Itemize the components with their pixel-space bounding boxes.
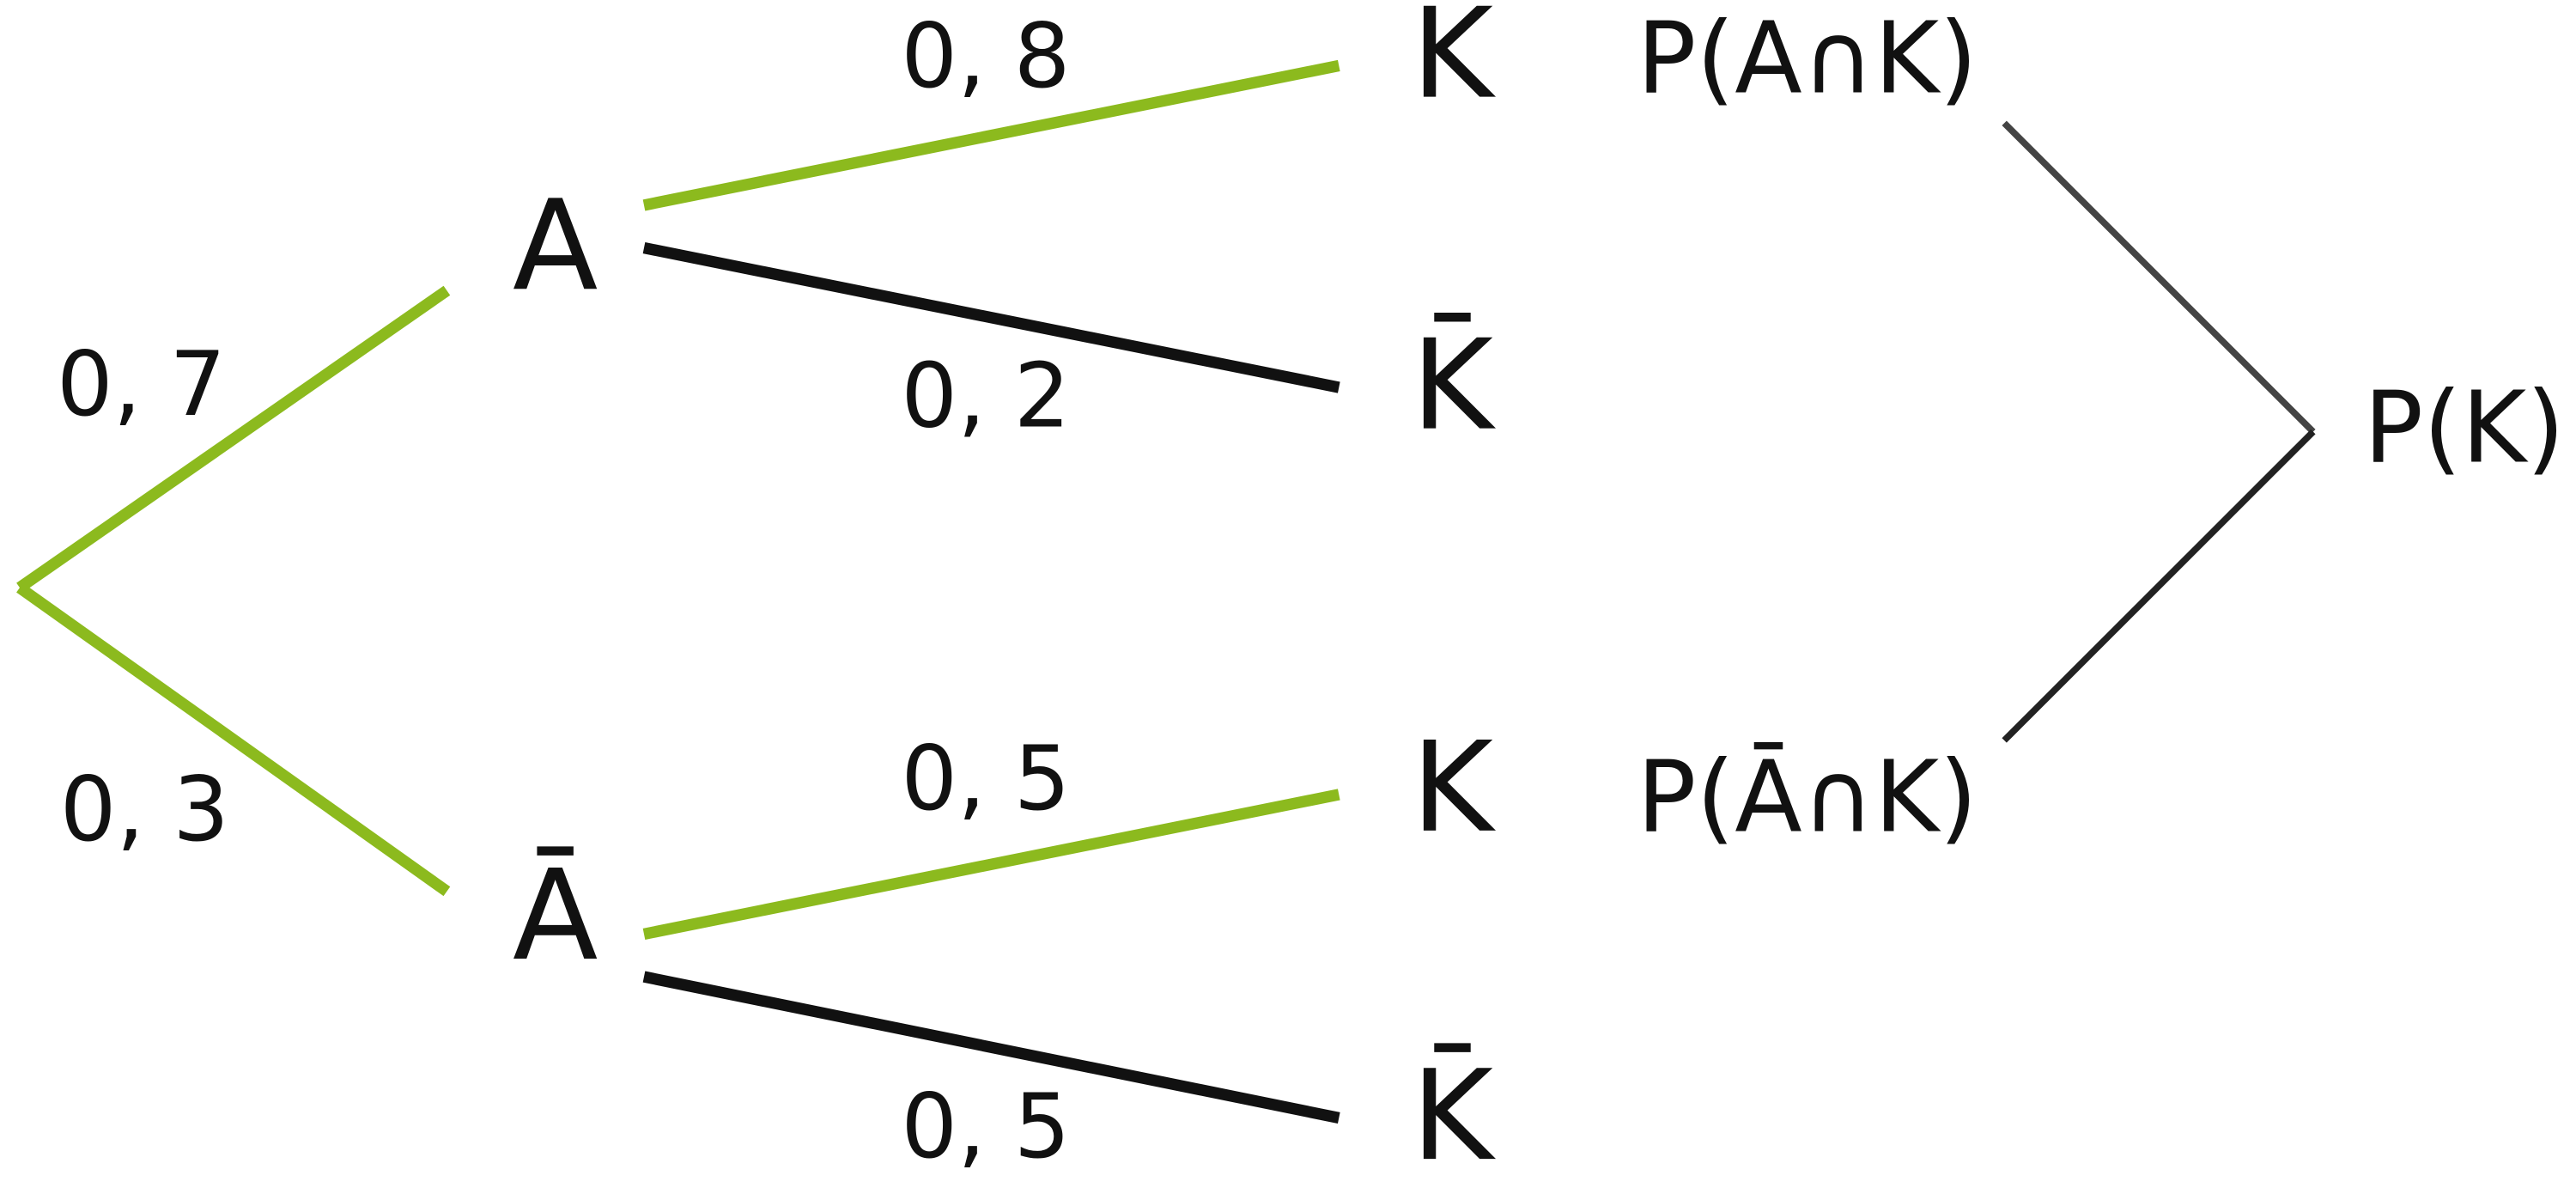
node-label: K: [1412, 716, 1497, 861]
result-label: P(A∩K): [1637, 3, 1978, 117]
edge-label: 0, 5: [901, 728, 1070, 831]
sum-line: [2002, 120, 2316, 435]
edge-label: 0, 8: [901, 5, 1070, 108]
edges: [16, 59, 2316, 1124]
result-label: P(K): [2364, 372, 2565, 486]
node-label: A: [513, 174, 598, 319]
edge-label: 0, 5: [901, 1075, 1070, 1179]
node-label: K: [1412, 0, 1497, 127]
edge: [16, 285, 451, 593]
edge: [642, 242, 1340, 393]
edge: [642, 789, 1340, 940]
edge-label: 0, 2: [901, 345, 1070, 448]
edge-label: 0, 3: [60, 758, 229, 862]
node-label: K̄: [1412, 311, 1497, 458]
sum-line: [2002, 429, 2316, 743]
node-label: K̄: [1412, 1042, 1497, 1189]
edge: [642, 59, 1340, 211]
node-label: Ā: [513, 844, 598, 989]
edge-label: 0, 7: [57, 333, 226, 436]
edge: [16, 582, 451, 897]
edge: [642, 971, 1340, 1124]
result-label: P(Ā∩K): [1637, 741, 1978, 856]
